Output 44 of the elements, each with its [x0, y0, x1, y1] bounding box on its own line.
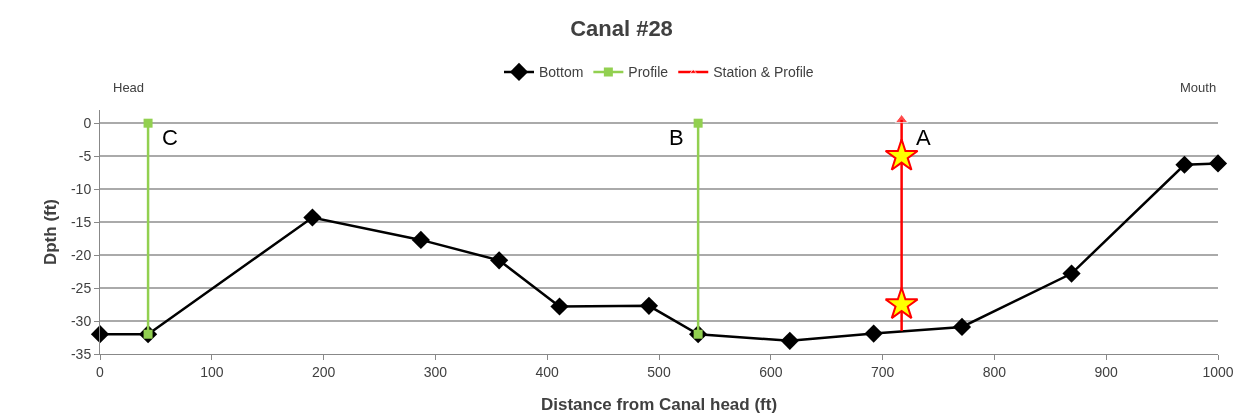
x-tick-label: 400	[535, 363, 560, 380]
x-axis-title: Distance from Canal head (ft)	[540, 395, 778, 414]
point	[490, 251, 509, 270]
point	[1175, 155, 1194, 174]
x-tick-label: 1000	[1202, 363, 1234, 380]
x-tick-label: 700	[870, 363, 895, 380]
y-axis-title: Dpth (ft)	[41, 198, 60, 266]
annotation: A	[916, 125, 931, 150]
x-tick-label: 100	[200, 363, 224, 380]
x-tick-label: 600	[759, 363, 783, 380]
point	[693, 118, 703, 128]
y-tick-label: -30	[70, 312, 92, 329]
y-tick-label: -5	[78, 148, 92, 165]
y-tick-label: -10	[70, 181, 92, 198]
x-tick-label: 500	[647, 363, 671, 380]
text: Head	[113, 80, 145, 95]
point	[952, 317, 972, 337]
point	[780, 331, 799, 350]
point	[884, 286, 919, 320]
text: Mouth	[1180, 80, 1217, 95]
y-tick-label: -15	[70, 214, 92, 231]
point	[1062, 264, 1081, 283]
y-tick-label: 0	[83, 115, 92, 132]
x-tick-label: 900	[1094, 363, 1119, 380]
point	[1208, 154, 1228, 173]
legend-label: Profile	[628, 64, 669, 81]
chart-title: Canal #28	[570, 16, 673, 42]
point	[639, 296, 659, 315]
point	[411, 230, 430, 250]
x-tick-label: 200	[311, 363, 336, 380]
x-tick-label: 300	[423, 363, 448, 380]
point	[143, 118, 153, 128]
x-tick-label: 800	[982, 363, 1007, 380]
y-tick-label: -20	[70, 246, 92, 263]
point	[550, 297, 569, 316]
annotation: C	[162, 125, 178, 150]
point	[864, 324, 883, 343]
x-tick-label: 0	[96, 363, 105, 380]
y-tick-label: -25	[70, 279, 92, 296]
point	[303, 208, 322, 227]
legend-label: Station & Profile	[713, 64, 814, 81]
y-tick-label: -35	[70, 345, 92, 362]
annotation: B	[669, 125, 684, 150]
legend-label: Bottom	[539, 64, 584, 81]
